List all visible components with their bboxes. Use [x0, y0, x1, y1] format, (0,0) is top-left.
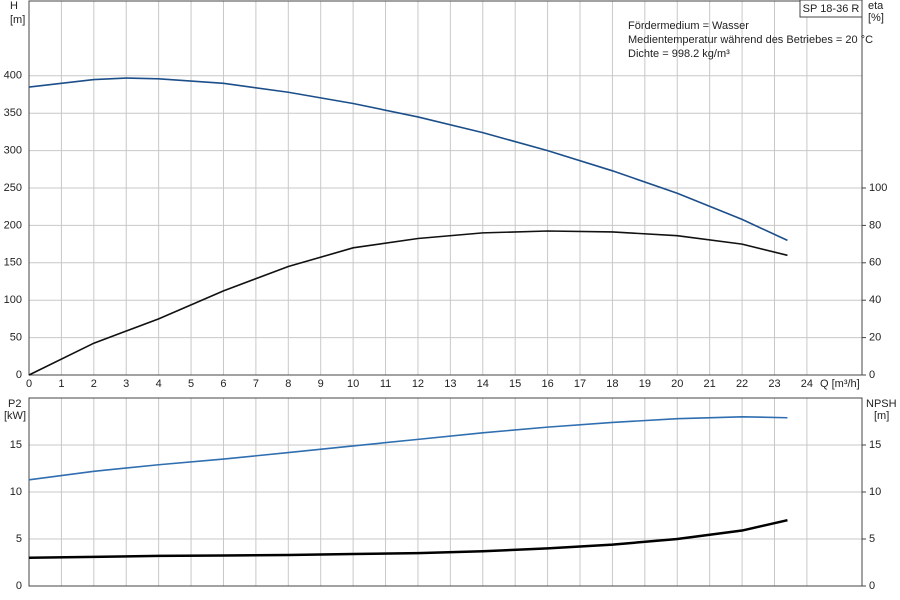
x-tick-label: 4	[156, 378, 162, 390]
x-tick-label: 5	[188, 378, 194, 390]
y-tick-label: 200	[4, 219, 22, 231]
y-tick-label: 10	[10, 486, 22, 498]
y2-tick-label: 60	[869, 257, 881, 269]
x-tick-label: 9	[318, 378, 324, 390]
y-axis-unit: [m]	[10, 14, 25, 26]
x-tick-label: 20	[671, 378, 683, 390]
x-tick-label: 16	[541, 378, 553, 390]
y2-tick-label: 5	[869, 533, 875, 545]
model-label: SP 18-36 R	[803, 3, 860, 15]
annotation: Fördermedium = Wasser	[628, 20, 749, 32]
y2-axis-label: NPSH	[866, 398, 897, 410]
y-axis-label: H	[10, 0, 18, 12]
y-tick-label: 0	[16, 369, 22, 381]
y-tick-label: 0	[16, 580, 22, 592]
y-tick-label: 150	[4, 257, 22, 269]
annotation: Dichte = 998.2 kg/m³	[628, 48, 730, 60]
y-axis-unit: [kW]	[4, 410, 26, 422]
x-tick-label: 18	[606, 378, 618, 390]
y2-axis-label: eta	[868, 0, 884, 12]
model-box	[799, 0, 863, 18]
x-tick-label: 1	[58, 378, 64, 390]
y-tick-label: 15	[10, 439, 22, 451]
y2-axis-unit: [m]	[874, 410, 889, 422]
x-tick-label: 15	[509, 378, 521, 390]
y-tick-label: 5	[16, 533, 22, 545]
x-tick-label: 8	[285, 378, 291, 390]
y-axis-label: P2	[8, 398, 21, 410]
y2-tick-label: 100	[869, 182, 887, 194]
x-tick-label: 23	[768, 378, 780, 390]
y2-axis-unit: [%]	[868, 12, 884, 24]
x-tick-label: 6	[220, 378, 226, 390]
x-tick-label: 21	[704, 378, 716, 390]
y-tick-label: 100	[4, 294, 22, 306]
y-tick-label: 350	[4, 107, 22, 119]
x-tick-label: 22	[736, 378, 748, 390]
curve	[28, 415, 788, 481]
x-tick-label: 24	[801, 378, 813, 390]
y-tick-label: 300	[4, 145, 22, 157]
x-tick-label: 7	[253, 378, 259, 390]
plot-frame	[28, 397, 863, 587]
x-tick-label: 19	[639, 378, 651, 390]
x-tick-label: 17	[574, 378, 586, 390]
plot-frame	[28, 0, 863, 376]
annotation: Medientemperatur während des Betriebes =…	[628, 34, 873, 46]
x-tick-label: 13	[444, 378, 456, 390]
x-axis-label: Q [m³/h]	[820, 378, 860, 390]
x-tick-label: 0	[26, 378, 32, 390]
x-label-bg	[818, 377, 860, 391]
curve	[28, 518, 788, 560]
y2-tick-label: 40	[869, 294, 881, 306]
curve	[28, 77, 788, 242]
x-tick-label: 12	[412, 378, 424, 390]
y-tick-label: 400	[4, 70, 22, 82]
x-tick-label: 11	[380, 378, 391, 390]
curve	[28, 230, 788, 376]
y-tick-label: 50	[10, 332, 22, 344]
y2-tick-label: 15	[869, 439, 881, 451]
y2-tick-label: 10	[869, 486, 881, 498]
x-tick-label: 14	[477, 378, 489, 390]
y2-tick-label: 80	[869, 219, 881, 231]
x-tick-label: 2	[91, 378, 97, 390]
y-tick-label: 250	[4, 182, 22, 194]
x-tick-label: 10	[347, 378, 359, 390]
y2-tick-label: 20	[869, 332, 881, 344]
y2-tick-label: 0	[869, 369, 875, 381]
y2-tick-label: 0	[869, 580, 875, 592]
x-tick-label: 3	[123, 378, 129, 390]
